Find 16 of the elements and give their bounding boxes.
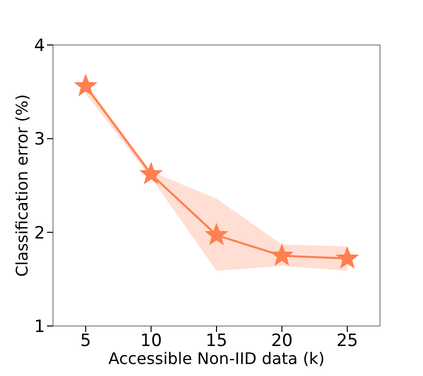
y-tick-label: 4 [34,36,45,56]
point [336,247,358,268]
x-tick-label: 25 [336,331,358,352]
y-axis-title: Classification error (%) [12,94,32,277]
x-axis-title: Accessible Non-IID data (k) [108,349,325,368]
y-tick-label: 3 [34,130,45,150]
point [270,244,293,266]
x-tick-label: 20 [271,331,293,352]
point [206,224,228,245]
point [140,162,162,184]
x-tick-label: 15 [206,331,228,352]
x-tick-label: 10 [140,331,162,352]
point [74,74,97,96]
y-tick-label: 2 [34,223,45,244]
y-tick-label: 1 [34,317,45,338]
x-tick-label: 5 [80,331,92,352]
